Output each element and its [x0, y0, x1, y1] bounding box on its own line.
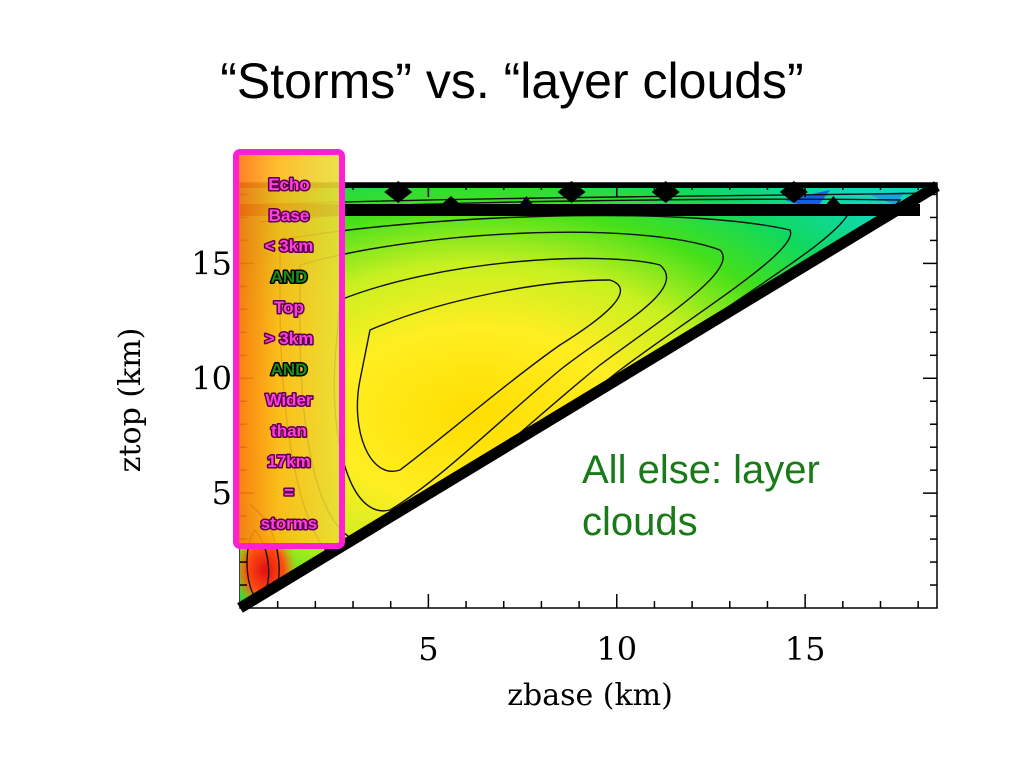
- band-notch: [511, 196, 542, 216]
- y-axis-title: ztop (km): [113, 328, 148, 473]
- slide-title: “Storms” vs. “layer clouds”: [220, 53, 804, 109]
- diamond-marker: [779, 181, 808, 203]
- diamond-marker: [651, 181, 680, 203]
- storm-criteria-line: AND: [271, 360, 308, 379]
- storm-criteria-line: than: [271, 421, 307, 440]
- storm-criteria-line: 17km: [267, 452, 310, 471]
- y-tick-label: 15: [191, 244, 232, 282]
- x-tick-label: 15: [785, 630, 826, 668]
- band-notch: [816, 196, 851, 216]
- storm-criteria-line: Echo: [268, 175, 310, 194]
- storm-criteria-line: Base: [269, 206, 310, 225]
- storm-criteria-line: storms: [261, 514, 318, 533]
- x-tick-label: 5: [418, 630, 438, 668]
- tick-labels: 5 10 15 5 10 15: [191, 244, 825, 668]
- band-notch: [428, 196, 474, 216]
- y-tick-label: 10: [191, 359, 232, 397]
- boundary: [237, 181, 940, 613]
- storm-criteria-line: Wider: [265, 391, 312, 410]
- annotation-line-2: clouds: [582, 500, 698, 544]
- y-tick-label: 5: [212, 474, 232, 512]
- storm-criteria-line: < 3km: [265, 237, 314, 256]
- axis-ticks: [240, 183, 937, 608]
- x-tick-label: 10: [596, 630, 637, 668]
- storm-criteria-line: > 3km: [265, 329, 314, 348]
- storm-criteria-text: Echo Base < 3km AND Top > 3km AND Wider than 17km…: [259, 174, 319, 535]
- storm-criteria-line: Top: [274, 298, 304, 317]
- storm-criteria-box: Echo Base < 3km AND Top > 3km AND Wider than 17km…: [233, 149, 345, 549]
- annotation-line-1: All else: layer: [582, 448, 820, 492]
- storm-criteria-line: =: [284, 483, 294, 502]
- storm-criteria-line: AND: [271, 267, 308, 286]
- x-axis-title: zbase (km): [507, 678, 673, 713]
- layer-clouds-annotation: All else: layer clouds: [582, 444, 882, 548]
- marker-diamonds: [384, 181, 851, 216]
